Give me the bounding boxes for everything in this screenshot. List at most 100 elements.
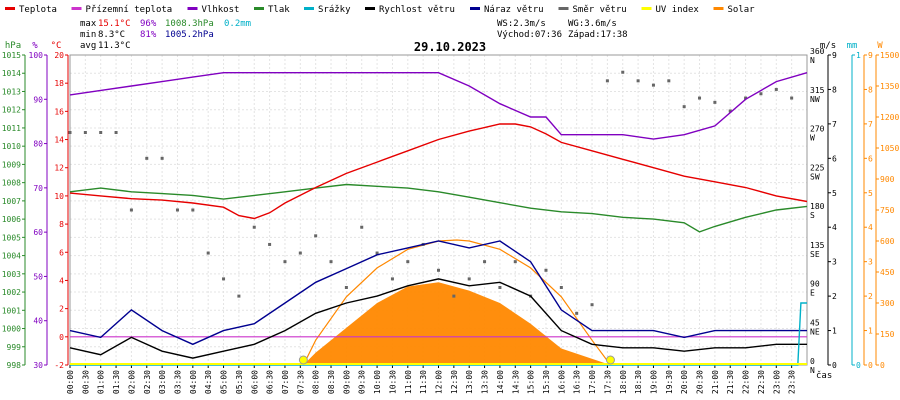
- hpa-tick-label: 1001: [2, 306, 21, 315]
- legend-label-srazky: Srážky: [318, 5, 351, 15]
- legend-label-rychlost-vetru: Rychlost větru: [379, 5, 455, 15]
- time-tick-label: 09:30: [358, 370, 367, 394]
- time-tick-label: 02:00: [127, 370, 136, 394]
- celsius-tick-label: 8: [59, 220, 64, 229]
- direction-tick-dir: NE: [810, 327, 820, 336]
- direction-tick-deg: 45: [810, 318, 820, 327]
- hpa-tick-label: 1012: [2, 106, 21, 115]
- hpa-tick-label: 999: [7, 343, 22, 352]
- celsius-tick-label: -2: [54, 361, 64, 370]
- w-tick-label: 750: [880, 206, 895, 215]
- wind-direction-point: [790, 96, 794, 100]
- legend-label-prizemni-teplota: Přízemní teplota: [86, 5, 173, 15]
- legend-swatch-smer-vetru: [558, 7, 569, 10]
- stat-max-humidity: 96%: [140, 19, 157, 29]
- stat-min-label: min: [80, 30, 96, 40]
- time-tick-label: 15:00: [527, 370, 536, 394]
- percent-tick-label: 60: [33, 228, 43, 237]
- time-tick-label: 11:30: [419, 370, 428, 394]
- wind-direction-point: [559, 286, 563, 289]
- wind-direction-point: [698, 96, 702, 100]
- w-tick-label: 1500: [880, 51, 899, 60]
- ms-tick-label: 2: [832, 292, 837, 301]
- series-solar-theoretical-line: [302, 239, 611, 366]
- legend-label-uv-index: UV index: [656, 5, 700, 15]
- hpa-tick-label: 1003: [2, 270, 21, 279]
- direction-tick-deg: 225: [810, 163, 825, 172]
- hpa-tick-label: 1004: [2, 252, 21, 261]
- time-tick-label: 12:00: [435, 370, 444, 394]
- hpa-tick-label: 1005: [2, 233, 21, 242]
- time-tick-label: 19:30: [665, 370, 674, 394]
- wind-direction-point: [590, 303, 594, 307]
- chart-title: 29.10.2023: [414, 40, 486, 54]
- time-tick-label: 03:00: [158, 370, 167, 394]
- celsius-tick-label: 4: [59, 276, 64, 285]
- time-tick-label: 17:00: [588, 370, 597, 394]
- hpa-tick-label: 1011: [2, 124, 21, 133]
- legend-swatch-solar: [713, 7, 724, 10]
- stat-min-temp: 8.3°C: [98, 30, 125, 40]
- time-tick-label: 05:00: [220, 370, 229, 394]
- wind-direction-point: [375, 251, 379, 255]
- wind-direction-point: [605, 79, 609, 83]
- wind-direction-point: [114, 131, 118, 134]
- ms-tick-label: 9: [832, 51, 837, 60]
- hpa-tick-label: 1014: [2, 69, 21, 78]
- mm-unit: mm: [847, 41, 858, 51]
- legend-swatch-teplota: [5, 7, 15, 10]
- time-tick-label: 09:00: [342, 370, 351, 394]
- hpa-unit: hPa: [5, 41, 21, 51]
- hpa-tick-label: 1010: [2, 142, 21, 151]
- wind-direction-point: [298, 251, 302, 255]
- wind-direction-point: [83, 131, 87, 134]
- hpa-tick-label: 1007: [2, 197, 21, 206]
- stat-sunset: Západ:17:38: [568, 30, 628, 40]
- direction-tick-dir: N: [810, 366, 815, 375]
- celsius-tick-label: 0: [59, 333, 64, 342]
- celsius-tick-label: 16: [54, 107, 64, 116]
- stat-max-pressure: 1008.3hPa: [165, 19, 214, 29]
- wind-direction-point: [314, 234, 318, 238]
- hpa-tick-label: 1009: [2, 160, 21, 169]
- celsius-tick-label: 10: [54, 192, 64, 201]
- time-tick-label: 14:30: [511, 370, 520, 394]
- wind-direction-point: [483, 260, 487, 264]
- ms-tick-label: 3: [832, 258, 837, 267]
- time-tick-label: 06:30: [266, 370, 275, 394]
- time-tick-label: 08:00: [312, 370, 321, 394]
- wind-direction-point: [728, 109, 732, 113]
- direction-tick-deg: 0: [810, 357, 815, 366]
- percent-tick-label: 90: [33, 95, 43, 104]
- time-tick-label: 10:00: [373, 370, 382, 394]
- w-unit: W: [877, 41, 883, 51]
- direction-tick-deg: 315: [810, 86, 825, 95]
- stat-max-temp: 15.1°C: [98, 19, 131, 29]
- series-wind-gust-line: [69, 240, 807, 346]
- time-tick-label: 22:30: [757, 370, 766, 394]
- percent-tick-label: 50: [33, 272, 43, 281]
- direction-tick-dir: S: [810, 211, 815, 220]
- ms-unit: m/s: [820, 41, 836, 51]
- time-tick-label: 14:00: [496, 370, 505, 394]
- wind-direction-point: [145, 156, 149, 160]
- wind-direction-point: [237, 294, 241, 298]
- direction-tick-dir: NW: [810, 95, 820, 104]
- stat-max-label: max: [80, 19, 97, 29]
- w-tick-label: 900: [880, 175, 895, 184]
- legend-label-vlhkost: Vlhkost: [202, 5, 240, 15]
- sunrise-marker: [298, 355, 308, 365]
- time-tick-label: 02:30: [143, 370, 152, 394]
- time-tick-label: 23:00: [772, 370, 781, 394]
- wind-direction-point: [651, 83, 655, 87]
- percent-unit: %: [32, 41, 38, 51]
- ms-tick-label: 1: [832, 327, 837, 336]
- w-tick-label: 450: [880, 268, 895, 277]
- time-tick-label: 03:30: [173, 370, 182, 394]
- time-tick-label: 10:30: [388, 370, 397, 394]
- mm-tick-label: 1: [856, 51, 861, 60]
- wind-direction-point: [452, 294, 456, 298]
- time-tick-label: 00:00: [66, 370, 75, 394]
- hpa-tick-label: 1015: [2, 51, 21, 60]
